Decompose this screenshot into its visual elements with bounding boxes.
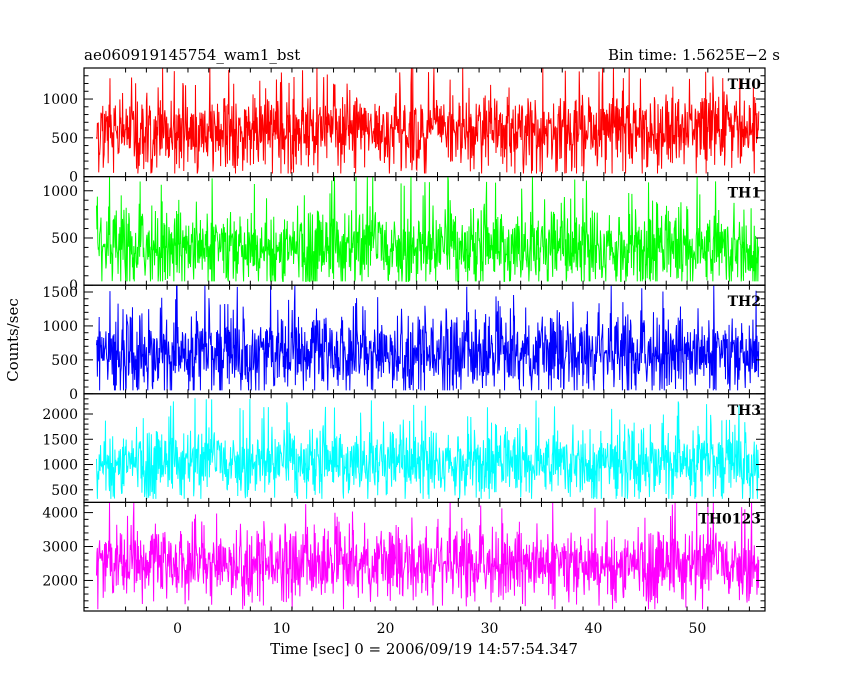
x-tick-labels: 0 10 20 30 40 50 bbox=[173, 621, 706, 637]
panel-label-th2: TH2 bbox=[728, 294, 761, 310]
y-tick-label: 1500 bbox=[42, 285, 78, 301]
y-tick-label: 500 bbox=[51, 353, 78, 369]
panels-group: 0 500 1000 TH0 0 500 1000 TH1 0 500 1000 1500 TH2 500… bbox=[42, 67, 766, 612]
x-tick-label: 50 bbox=[689, 621, 707, 637]
x-tick-label: 10 bbox=[273, 621, 291, 637]
y-tick-label: 4000 bbox=[42, 506, 78, 522]
x-tick-label: 0 bbox=[173, 621, 182, 637]
y-tick-label: 1000 bbox=[42, 458, 78, 474]
y-tick-label: 500 bbox=[51, 231, 78, 247]
panel-th0: 0 500 1000 TH0 bbox=[42, 67, 766, 186]
y-axis-title: Counts/sec bbox=[4, 298, 22, 382]
y-tick-label: 2000 bbox=[42, 407, 78, 423]
series-th3 bbox=[95, 398, 760, 499]
panel-label-th1: TH1 bbox=[728, 186, 761, 202]
y-tick-label: 1000 bbox=[42, 184, 78, 200]
panel-th3: 500 1000 1500 2000 TH3 bbox=[42, 393, 766, 503]
panel-th1: 0 500 1000 TH1 bbox=[42, 176, 766, 294]
y-tick-label: 1500 bbox=[42, 432, 78, 448]
series-th2 bbox=[95, 285, 760, 391]
series-th0 bbox=[95, 68, 760, 174]
x-axis-title: Time [sec] 0 = 2006/09/19 14:57:54.347 bbox=[270, 640, 578, 658]
panel-label-th0123: TH0123 bbox=[698, 511, 761, 527]
y-tick-label: 1000 bbox=[42, 319, 78, 335]
x-tick-label: 30 bbox=[481, 621, 499, 637]
y-tick-label: 0 bbox=[69, 387, 78, 403]
series-th0123 bbox=[95, 502, 760, 610]
observation-id-title: ae060919145754_wam1_bst bbox=[84, 46, 300, 64]
y-tick-label: 2000 bbox=[42, 573, 78, 589]
y-tick-label: 3000 bbox=[42, 540, 78, 556]
panel-th0123: 2000 3000 4000 TH0123 bbox=[42, 501, 766, 612]
x-tick-label: 40 bbox=[585, 621, 603, 637]
y-tick-label: 0 bbox=[69, 278, 78, 294]
bin-time-label: Bin time: 1.5625E−2 s bbox=[608, 46, 780, 64]
series-th1 bbox=[95, 176, 760, 283]
x-tick-label: 20 bbox=[377, 621, 395, 637]
panel-label-th0: TH0 bbox=[728, 77, 762, 93]
y-tick-label: 0 bbox=[69, 170, 78, 186]
panel-frame bbox=[83, 501, 766, 612]
y-tick-label: 500 bbox=[51, 483, 78, 499]
y-tick-label: 500 bbox=[51, 131, 78, 147]
panel-th2: 0 500 1000 1500 TH2 bbox=[42, 284, 766, 403]
panel-label-th3: TH3 bbox=[728, 403, 761, 419]
y-tick-label: 1000 bbox=[42, 92, 78, 108]
